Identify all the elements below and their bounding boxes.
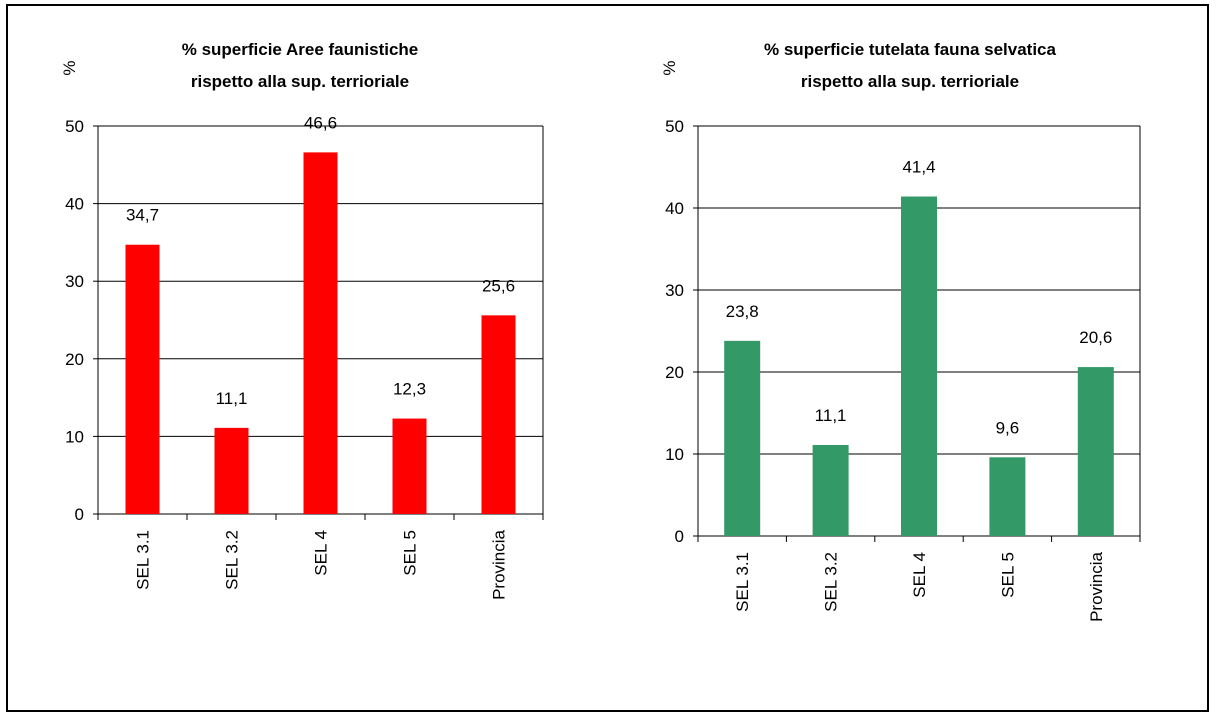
bar-sel-5 (989, 457, 1026, 536)
bar-sel-4 (901, 196, 937, 536)
chart-tutelata-fauna: % superficie tutelata fauna selvatica ri… (660, 40, 1141, 622)
y-tick-label: 30 (665, 281, 684, 300)
bar-sel-3-1 (125, 244, 160, 514)
chart-title-line-2: rispetto alla sup. terrioriale (801, 72, 1019, 91)
category-label: SEL 4 (910, 552, 929, 598)
bar-provincia (481, 315, 516, 514)
y-tick-label: 10 (665, 445, 684, 464)
bar-sel-3-2 (214, 427, 249, 514)
category-label: SEL 4 (312, 530, 331, 576)
y-tick-label: 40 (65, 195, 84, 214)
data-label: 12,3 (393, 380, 426, 399)
bar-provincia (1077, 367, 1114, 536)
y-tick-label: 0 (675, 527, 684, 546)
y-tick-label: 20 (665, 363, 684, 382)
category-label: SEL 3.2 (223, 530, 242, 590)
category-label: SEL 3.2 (822, 552, 841, 612)
data-label: 11,1 (815, 406, 847, 425)
data-label: 20,6 (1079, 328, 1112, 347)
bar-sel-3-2 (812, 444, 849, 536)
y-tick-label: 40 (665, 199, 684, 218)
y-tick-label: 20 (65, 350, 84, 369)
data-label: 34,7 (126, 206, 159, 225)
category-label: SEL 5 (401, 530, 420, 576)
chart-aree-faunistiche: % superficie Aree faunistiche rispetto a… (60, 40, 544, 600)
category-label: SEL 5 (998, 552, 1017, 598)
bar-sel-5 (392, 418, 427, 514)
category-label: SEL 3.1 (733, 552, 752, 612)
bar-sel-3-1 (724, 340, 761, 536)
category-label: Provincia (1087, 551, 1106, 621)
bar-sel-4 (303, 152, 338, 514)
category-label: SEL 3.1 (134, 530, 153, 590)
y-tick-label: 50 (65, 117, 84, 136)
data-label: 41,4 (902, 158, 935, 177)
category-label: Provincia (490, 529, 509, 599)
data-label: 25,6 (482, 276, 515, 295)
data-label: 46,6 (304, 113, 337, 132)
data-label: 9,6 (996, 418, 1020, 437)
y-unit-label: % (660, 60, 679, 75)
data-label: 23,8 (726, 302, 759, 321)
y-tick-label: 50 (665, 117, 684, 136)
chart-title-line-1: % superficie Aree faunistiche (182, 40, 419, 59)
chart-title-line-2: rispetto alla sup. terrioriale (191, 72, 409, 91)
chart-title-line-1: % superficie tutelata fauna selvatica (764, 40, 1056, 59)
y-tick-label: 10 (65, 427, 84, 446)
y-tick-label: 30 (65, 272, 84, 291)
data-label: 11,1 (216, 389, 248, 408)
y-tick-label: 0 (75, 505, 84, 524)
y-unit-label: % (60, 60, 79, 75)
